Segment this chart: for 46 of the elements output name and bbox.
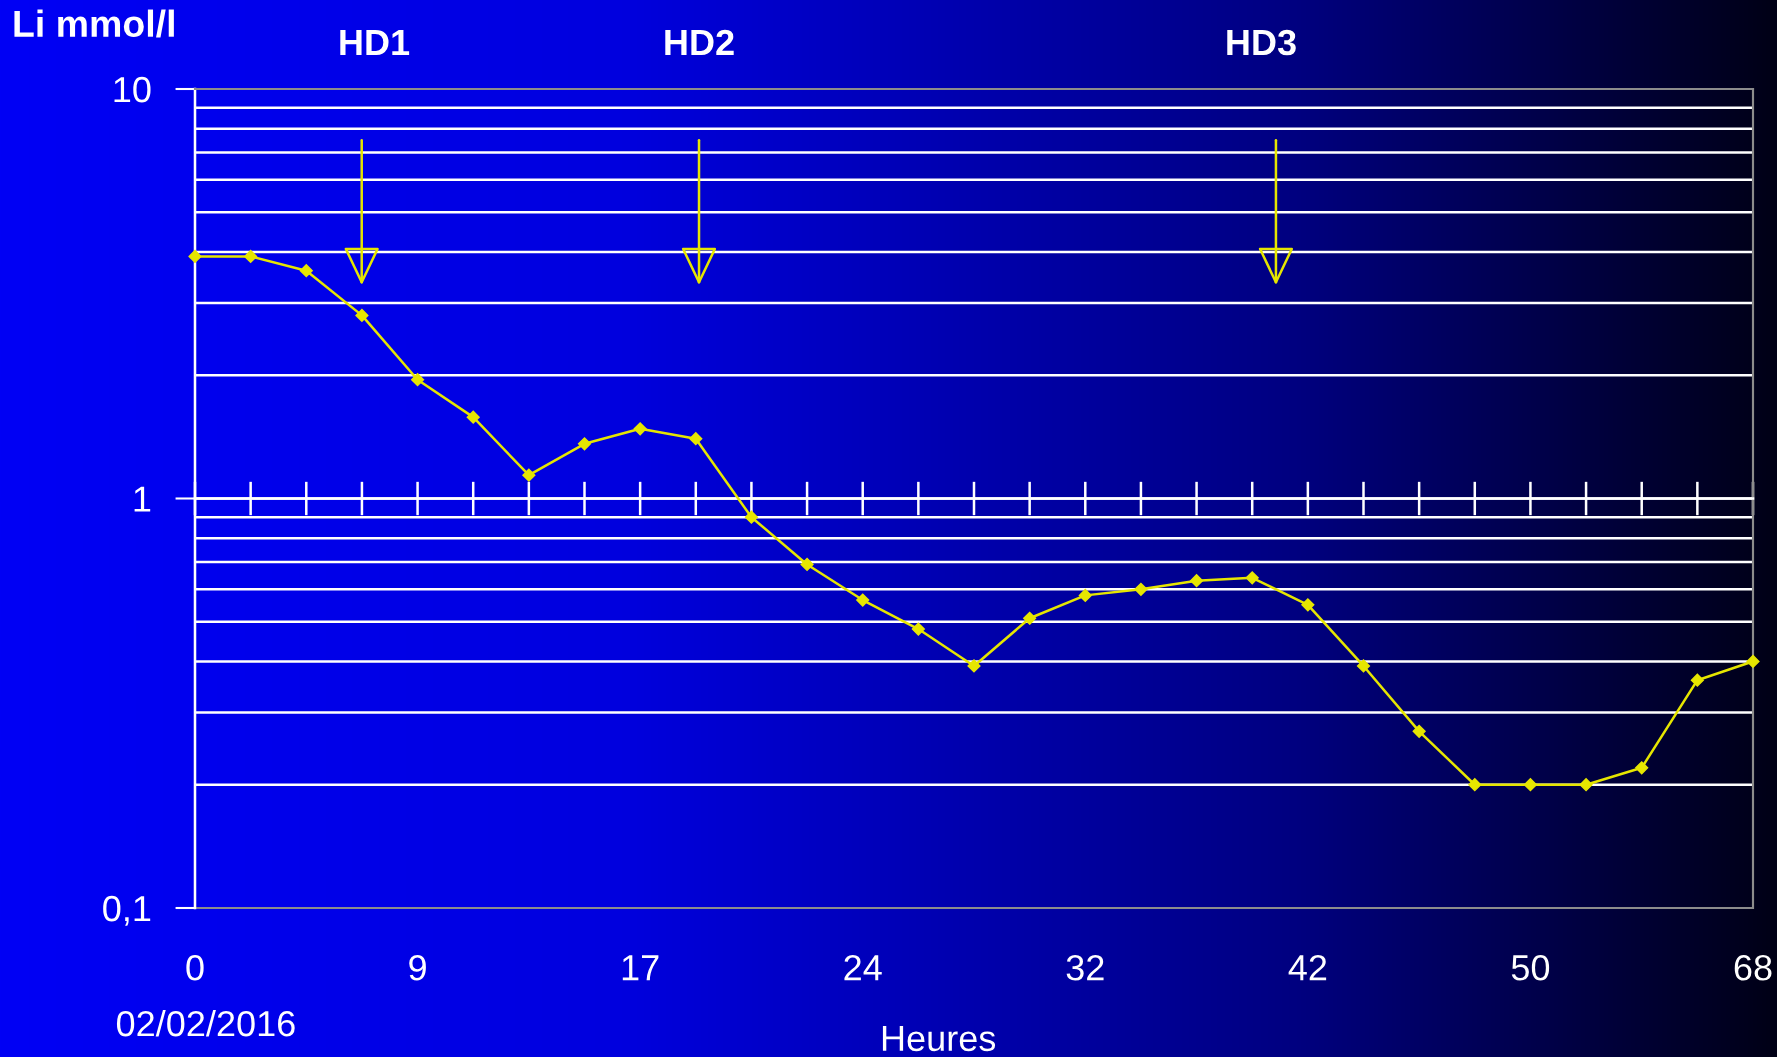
point [1134,582,1148,596]
point [1523,778,1538,792]
point [1189,574,1204,588]
x-tick-label: 50 [1511,954,1550,981]
point [1579,778,1593,792]
point [744,510,759,524]
x-tick-label: 9 [409,954,426,981]
point [188,249,202,264]
point [299,264,313,278]
point [1023,611,1037,625]
point [577,437,592,451]
point [1746,654,1760,669]
point [689,432,703,446]
point [1635,761,1649,775]
point [1690,673,1704,687]
point [967,659,981,673]
y-tick-label: 0,1 [103,895,151,926]
point [1301,598,1315,612]
x-tick-label: 17 [622,955,659,981]
text: HD3 [1227,29,1296,56]
x-axis-title: Heures [882,1025,996,1052]
text: HD2 [665,29,734,55]
text: HD1 [340,30,410,55]
point [1356,659,1371,673]
point [355,308,369,322]
point [466,410,480,424]
point [856,593,870,607]
point [800,557,814,572]
x-tick-label: 42 [1288,954,1327,981]
point [1468,778,1482,792]
point [911,622,925,636]
x-tick-label: 68 [1734,954,1772,981]
point [1412,724,1426,738]
point [633,422,647,436]
y-axis-title: Li mmol/l [14,9,174,38]
point [410,373,425,387]
point [1078,588,1092,602]
x-tick-label: 24 [844,954,882,981]
y-tick-label: 10 [114,76,151,103]
point [244,249,258,264]
point [522,468,536,482]
x-tick-label: 0 [186,954,204,981]
y-tick-label: 1 [134,486,151,512]
text: 02/02/2016 [116,1009,295,1037]
x-tick-label: 32 [1066,954,1104,981]
point [1245,571,1259,585]
